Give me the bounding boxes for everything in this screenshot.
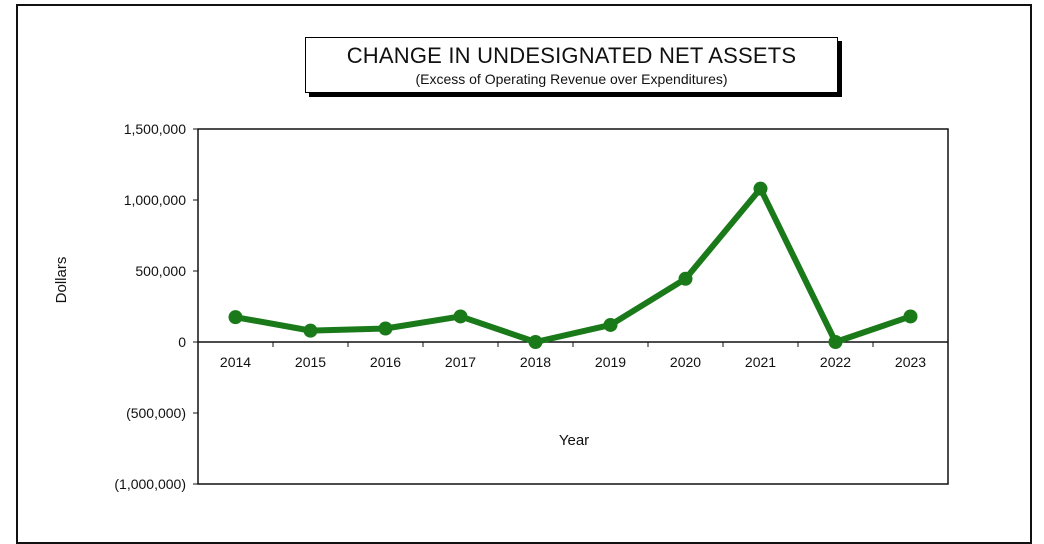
chart-title-box: CHANGE IN UNDESIGNATED NET ASSETS (Exces… bbox=[305, 37, 838, 93]
y-axis-title: Dollars bbox=[53, 257, 70, 304]
x-tick-label: 2020 bbox=[670, 354, 701, 370]
y-tick-label: 0 bbox=[178, 334, 186, 350]
x-axis: 2014 2015 2016 2017 2018 2019 2020 2021 2022 2023 bbox=[197, 341, 949, 370]
series-layer bbox=[228, 181, 918, 349]
data-point bbox=[828, 335, 843, 349]
y-tick-label: 1,500,000 bbox=[124, 121, 186, 137]
x-tick-label: 2019 bbox=[595, 354, 626, 370]
data-point bbox=[378, 321, 393, 336]
data-point bbox=[528, 335, 543, 349]
x-tick-label: 2023 bbox=[895, 354, 926, 370]
chart-subtitle: (Excess of Operating Revenue over Expend… bbox=[415, 71, 728, 87]
data-point bbox=[453, 309, 468, 324]
y-tick-label: 1,000,000 bbox=[124, 192, 186, 208]
data-point bbox=[753, 181, 768, 196]
line-chart: 1,500,000 1,000,000 500,000 0 (500,000) (1,00… bbox=[53, 121, 949, 492]
data-point bbox=[678, 271, 693, 286]
x-tick-label: 2014 bbox=[220, 354, 251, 370]
data-point bbox=[303, 323, 318, 338]
y-axis: 1,500,000 1,000,000 500,000 0 (500,000) (1,00… bbox=[114, 121, 198, 492]
y-tick-label: (1,000,000) bbox=[114, 476, 186, 492]
x-tick-label: 2017 bbox=[445, 354, 476, 370]
data-point bbox=[603, 317, 618, 332]
plot-area bbox=[197, 128, 949, 485]
chart-title: CHANGE IN UNDESIGNATED NET ASSETS bbox=[346, 43, 797, 68]
x-tick-label: 2015 bbox=[295, 354, 326, 370]
x-tick-label: 2021 bbox=[745, 354, 776, 370]
data-point bbox=[228, 310, 243, 325]
x-tick-label: 2022 bbox=[820, 354, 851, 370]
series-line bbox=[234, 185, 912, 345]
x-axis-title: Year bbox=[559, 432, 589, 449]
y-tick-label: 500,000 bbox=[135, 263, 186, 279]
x-tick-label: 2016 bbox=[370, 354, 401, 370]
y-tick-label: (500,000) bbox=[126, 405, 186, 421]
data-point bbox=[903, 309, 918, 324]
x-tick-label: 2018 bbox=[520, 354, 551, 370]
